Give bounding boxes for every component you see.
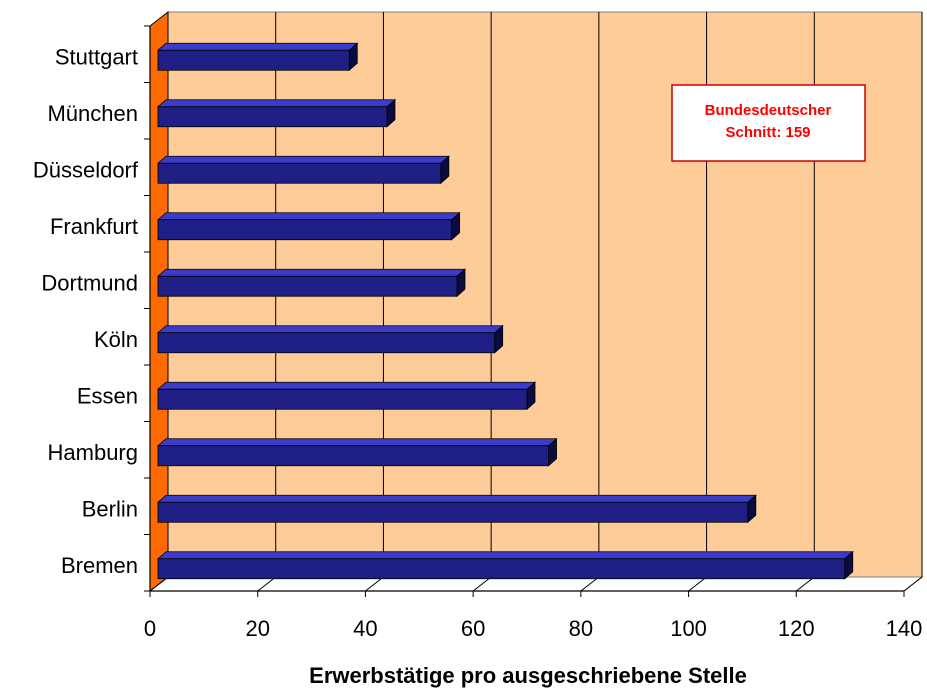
bars: [156, 42, 854, 580]
annotation-frame: [671, 84, 866, 162]
x-tick-label: 140: [886, 616, 923, 641]
category-label: Dortmund: [41, 270, 138, 295]
category-label: Essen: [77, 383, 138, 408]
bar-top: [156, 212, 461, 221]
bar-top: [156, 494, 757, 503]
floor-gridline: [688, 576, 707, 592]
bar-front: [157, 501, 749, 523]
bar-düsseldorf: [156, 155, 450, 185]
x-tick-label: 100: [670, 616, 707, 641]
x-tick-label: 0: [144, 616, 156, 641]
annotation-line-2: Schnitt: 159: [725, 124, 810, 141]
floor-gridline: [472, 576, 492, 592]
bar-front: [157, 332, 496, 354]
category-label: Köln: [94, 327, 138, 352]
bar-münchen: [156, 98, 397, 128]
floor-gridline: [149, 576, 169, 592]
bar-front: [157, 558, 846, 580]
bar-front: [157, 388, 528, 410]
bar-hamburg: [156, 437, 558, 467]
bar-top: [156, 325, 504, 334]
bar-front: [157, 49, 350, 71]
x-tick-label: 120: [778, 616, 815, 641]
bar-essen: [156, 381, 537, 411]
bar-front: [157, 162, 442, 184]
floor-gridline: [365, 576, 384, 592]
x-tick-label: 60: [461, 616, 485, 641]
category-label: Düsseldorf: [33, 157, 139, 182]
bar-stuttgart: [156, 42, 359, 72]
bar-dortmund: [156, 268, 467, 298]
category-label: Berlin: [82, 496, 138, 521]
bar-bremen: [156, 550, 854, 580]
x-tick-label: 40: [353, 616, 377, 641]
bar-top: [156, 99, 397, 108]
category-label: Stuttgart: [55, 44, 138, 69]
y-category-labels: Bremen Berlin Hamburg Essen Köln Dortmund Fran…: [33, 44, 139, 578]
x-axis-label: Erwerbstätige pro ausgeschriebene Stelle: [309, 663, 747, 688]
x-tick-label: 80: [569, 616, 593, 641]
category-label: Bremen: [61, 553, 138, 578]
floor-gridline: [257, 576, 277, 592]
bar-top: [156, 551, 854, 560]
floor-gridline: [580, 576, 600, 592]
floor-gridline: [795, 576, 815, 592]
bar-berlin: [156, 494, 757, 524]
bar-front: [157, 106, 388, 128]
annotation-box: Bundesdeutscher Schnitt: 159: [671, 84, 866, 162]
bar-top: [156, 42, 359, 51]
bar-front: [157, 445, 549, 467]
bar-front: [157, 219, 453, 241]
category-label: Hamburg: [48, 440, 138, 465]
category-label: Frankfurt: [50, 214, 138, 239]
bar-köln: [156, 324, 504, 354]
bar-top: [156, 438, 558, 447]
floor-gridline: [903, 576, 923, 592]
bar-front: [157, 275, 458, 297]
bar-top: [156, 268, 467, 277]
x-tick-labels: 0 20 40 60 80 100 120 140: [144, 616, 922, 641]
bar-frankfurt: [156, 211, 461, 241]
axes: [144, 25, 905, 597]
annotation-line-1: Bundesdeutscher: [705, 102, 832, 119]
bar-top: [156, 155, 450, 164]
bar-top: [156, 381, 537, 390]
x-tick-label: 20: [245, 616, 269, 641]
category-label: München: [47, 101, 138, 126]
